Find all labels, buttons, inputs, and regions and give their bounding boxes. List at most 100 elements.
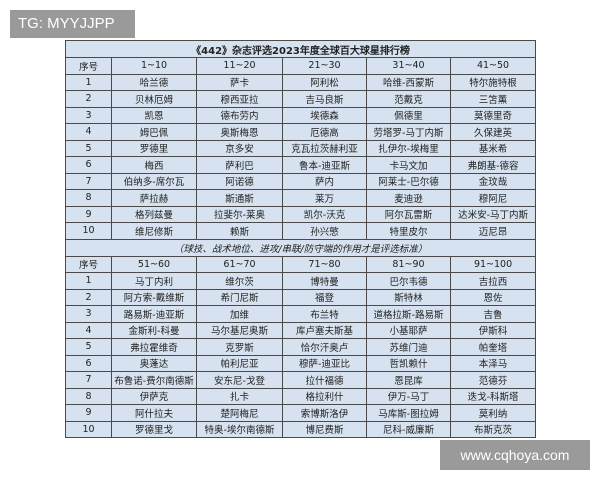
ranking-table: 《442》杂志评选2023年度全球百大球星排行榜 序号 1~10 11~20 21~3… xyxy=(64,40,537,438)
table-row: 5 罗德里 京多安 克瓦拉茨赫利亚 扎伊尔-埃梅里 基米希 xyxy=(65,139,537,157)
player-cell: 吉拉西 xyxy=(449,272,537,290)
player-cell: 达米安-马丁内斯 xyxy=(449,205,537,223)
player-cell: 恩佐 xyxy=(449,288,537,306)
player-cell: 金玟哉 xyxy=(449,172,537,190)
player-cell: 布斯克茨 xyxy=(449,420,537,438)
header-cell: 31~40 xyxy=(366,57,451,75)
rank-cell: 2 xyxy=(65,90,112,108)
table-row: 6 梅西 萨利巴 鲁本-迪亚斯 卡马文加 弗朗基-德容 xyxy=(65,156,537,174)
selection-criteria-note: （球技、战术地位、进攻/串联/防守端的作用才是评选标准） xyxy=(64,238,537,257)
header-cell: 81~90 xyxy=(366,255,451,273)
player-cell: 马库斯-图拉姆 xyxy=(366,404,451,422)
player-cell: 布兰特 xyxy=(282,305,367,323)
header-row: 序号 51~60 61~70 71~80 81~90 91~100 xyxy=(65,255,537,273)
player-cell: 奥斯梅恩 xyxy=(196,123,283,141)
header-cell: 41~50 xyxy=(449,57,537,75)
table-row: 2 阿方索-戴维斯 希门尼斯 福登 斯特林 恩佐 xyxy=(65,288,537,306)
player-cell: 孙兴慜 xyxy=(282,222,367,240)
player-cell: 博特曼 xyxy=(282,272,367,290)
player-cell: 格列兹曼 xyxy=(111,205,197,223)
player-cell: 萨内 xyxy=(282,172,367,190)
rank-cell: 7 xyxy=(65,172,112,190)
player-cell: 哈维-西蒙斯 xyxy=(366,73,451,91)
player-cell: 埃德森 xyxy=(282,106,367,124)
player-cell: 德布劳内 xyxy=(196,106,283,124)
player-cell: 楚阿梅尼 xyxy=(196,404,283,422)
player-cell: 福登 xyxy=(282,288,367,306)
player-cell: 维尔茨 xyxy=(196,272,283,290)
rank-cell: 8 xyxy=(65,387,112,405)
player-cell: 凯尔-沃克 xyxy=(282,205,367,223)
rank-cell: 10 xyxy=(65,222,112,240)
table-row: 9 阿什拉夫 楚阿梅尼 索博斯洛伊 马库斯-图拉姆 莫利纳 xyxy=(65,404,537,422)
player-cell: 恩昆库 xyxy=(366,371,451,389)
player-cell: 凯恩 xyxy=(111,106,197,124)
player-cell: 道格拉斯-路易斯 xyxy=(366,305,451,323)
player-cell: 吉鲁 xyxy=(449,305,537,323)
player-cell: 苏维门迪 xyxy=(366,338,451,356)
rank-cell: 1 xyxy=(65,272,112,290)
player-cell: 萨卡 xyxy=(196,73,283,91)
player-cell: 莱万 xyxy=(282,189,367,207)
table-row: 1 马丁内利 维尔茨 博特曼 巴尔韦德 吉拉西 xyxy=(65,272,537,290)
player-cell: 小基耶萨 xyxy=(366,321,451,339)
player-cell: 安东尼-戈登 xyxy=(196,371,283,389)
player-cell: 伊万-马丁 xyxy=(366,387,451,405)
player-cell: 劳塔罗-马丁内斯 xyxy=(366,123,451,141)
player-cell: 马丁内利 xyxy=(111,272,197,290)
table-title: 《442》杂志评选2023年度全球百大球星排行榜 xyxy=(64,40,537,58)
rank-cell: 2 xyxy=(65,288,112,306)
header-cell: 序号 xyxy=(65,57,112,75)
player-cell: 克瓦拉茨赫利亚 xyxy=(282,139,367,157)
player-cell: 扎卡 xyxy=(196,387,283,405)
watermark-top: TG: MYYJJPP xyxy=(10,10,135,38)
watermark-bottom: www.cqhoya.com xyxy=(440,440,590,470)
player-cell: 基米希 xyxy=(449,139,537,157)
player-cell: 麦迪逊 xyxy=(366,189,451,207)
player-cell: 路易斯-迪亚斯 xyxy=(111,305,197,323)
table-row: 4 金斯利-科曼 马尔基尼奥斯 库卢塞夫斯基 小基耶萨 伊斯科 xyxy=(65,321,537,339)
player-cell: 范德芬 xyxy=(449,371,537,389)
player-cell: 赖斯 xyxy=(196,222,283,240)
player-cell: 阿莱士-巴尔德 xyxy=(366,172,451,190)
table-row: 5 弗拉霍维奇 克罗斯 恰尔汗奥卢 苏维门迪 帕奎塔 xyxy=(65,338,537,356)
header-cell: 1~10 xyxy=(111,57,197,75)
player-cell: 萨拉赫 xyxy=(111,189,197,207)
rank-cell: 4 xyxy=(65,123,112,141)
table-row: 7 布鲁诺-费尔南德斯 安东尼-戈登 拉什福德 恩昆库 范德芬 xyxy=(65,371,537,389)
player-cell: 哲凯赖什 xyxy=(366,354,451,372)
player-cell: 穆萨-迪亚比 xyxy=(282,354,367,372)
player-cell: 鲁本-迪亚斯 xyxy=(282,156,367,174)
player-cell: 帕奎塔 xyxy=(449,338,537,356)
rank-cell: 1 xyxy=(65,73,112,91)
player-cell: 梅西 xyxy=(111,156,197,174)
player-cell: 京多安 xyxy=(196,139,283,157)
player-cell: 拉斐尔-莱奥 xyxy=(196,205,283,223)
header-cell: 61~70 xyxy=(196,255,283,273)
rank-cell: 9 xyxy=(65,205,112,223)
header-cell: 71~80 xyxy=(282,255,367,273)
rank-cell: 6 xyxy=(65,156,112,174)
rank-cell: 7 xyxy=(65,371,112,389)
table-row: 10 维尼修斯 赖斯 孙兴慜 特里皮尔 迈尼昂 xyxy=(65,222,537,240)
table-row: 3 凯恩 德布劳内 埃德森 佩德里 莫德里奇 xyxy=(65,106,537,124)
rank-cell: 3 xyxy=(65,106,112,124)
player-cell: 库卢塞夫斯基 xyxy=(282,321,367,339)
header-cell: 序号 xyxy=(65,255,112,273)
player-cell: 马尔基尼奥斯 xyxy=(196,321,283,339)
player-cell: 贝林厄姆 xyxy=(111,90,197,108)
player-cell: 卡马文加 xyxy=(366,156,451,174)
player-cell: 博尼费斯 xyxy=(282,420,367,438)
player-cell: 克罗斯 xyxy=(196,338,283,356)
player-cell: 伯纳多-席尔瓦 xyxy=(111,172,197,190)
table-row: 4 姆巴佩 奥斯梅恩 厄德高 劳塔罗-马丁内斯 久保建英 xyxy=(65,123,537,141)
table-row: 8 萨拉赫 斯通斯 莱万 麦迪逊 穆阿尼 xyxy=(65,189,537,207)
player-cell: 阿利松 xyxy=(282,73,367,91)
table-row: 10 罗德里戈 特奥-埃尔南德斯 博尼费斯 尼科-威廉斯 布斯克茨 xyxy=(65,420,537,438)
player-cell: 范戴克 xyxy=(366,90,451,108)
rank-cell: 5 xyxy=(65,139,112,157)
player-cell: 穆阿尼 xyxy=(449,189,537,207)
table-row: 2 贝林厄姆 穆西亚拉 吉马良斯 范戴克 三笘薰 xyxy=(65,90,537,108)
table-row: 6 奥蓬达 帕利尼亚 穆萨-迪亚比 哲凯赖什 本泽马 xyxy=(65,354,537,372)
player-cell: 金斯利-科曼 xyxy=(111,321,197,339)
